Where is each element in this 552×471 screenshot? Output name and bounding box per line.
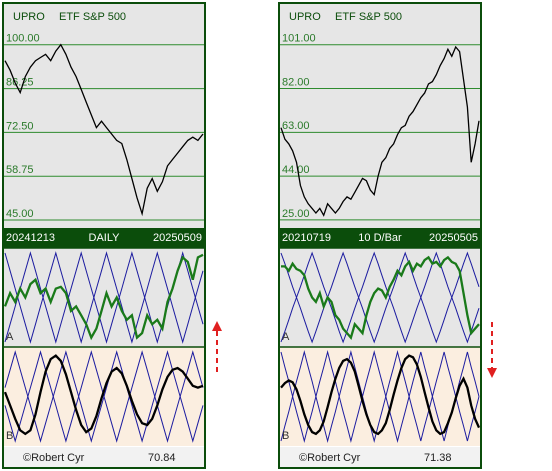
symbol: UPRO — [289, 11, 321, 23]
instrument: ETF S&P 500 — [59, 11, 126, 23]
y-tick-label: 44.00 — [282, 164, 310, 176]
data-line — [280, 350, 480, 443]
start-date: 20241213 — [6, 232, 55, 244]
arrow-head — [487, 368, 497, 378]
data-line — [280, 354, 481, 436]
data-line — [280, 251, 480, 344]
panel-label: A — [282, 331, 290, 343]
oscillator-bg — [3, 248, 205, 347]
end-date: 20250505 — [429, 232, 478, 244]
frame — [2, 2, 206, 469]
data-line — [4, 350, 204, 443]
data-line — [280, 45, 480, 217]
y-tick-label: 63.00 — [282, 120, 310, 132]
panel-label: B — [282, 430, 289, 442]
y-tick-label: 58.75 — [6, 164, 34, 176]
timeframe: 10 D/Bar — [358, 232, 402, 244]
footer-value: 71.38 — [424, 452, 452, 464]
data-line — [4, 43, 204, 217]
y-tick-label: 25.00 — [282, 208, 310, 220]
arrow-head — [212, 321, 222, 331]
date-bar — [3, 228, 205, 248]
y-tick-label: 100.00 — [6, 33, 40, 45]
footer-bg — [3, 447, 205, 468]
credit: ©Robert Cyr — [299, 452, 361, 464]
timeframe: DAILY — [89, 232, 121, 244]
end-date: 20250509 — [153, 232, 202, 244]
panel-label: A — [6, 331, 14, 343]
frame — [278, 2, 482, 469]
arrows — [212, 321, 497, 378]
credit: ©Robert Cyr — [23, 452, 85, 464]
price-bg — [279, 3, 481, 228]
data-line — [3, 253, 204, 341]
y-tick-label: 72.50 — [6, 120, 34, 132]
footer-value: 70.84 — [148, 452, 176, 464]
data-line — [281, 255, 480, 340]
price-bg — [3, 3, 205, 228]
data-line — [280, 251, 480, 344]
data-line — [3, 354, 204, 436]
footer-bg — [279, 447, 481, 468]
panel-label: B — [6, 430, 13, 442]
y-tick-label: 86.25 — [6, 76, 34, 88]
y-tick-label: 82.00 — [282, 76, 310, 88]
date-bar — [279, 228, 481, 248]
instrument: ETF S&P 500 — [335, 11, 402, 23]
symbol: UPRO — [13, 11, 45, 23]
oscillator-bg — [279, 248, 481, 347]
start-date: 20210719 — [282, 232, 331, 244]
data-line — [280, 350, 480, 443]
y-tick-label: 45.00 — [6, 208, 34, 220]
y-tick-label: 101.00 — [282, 33, 316, 45]
